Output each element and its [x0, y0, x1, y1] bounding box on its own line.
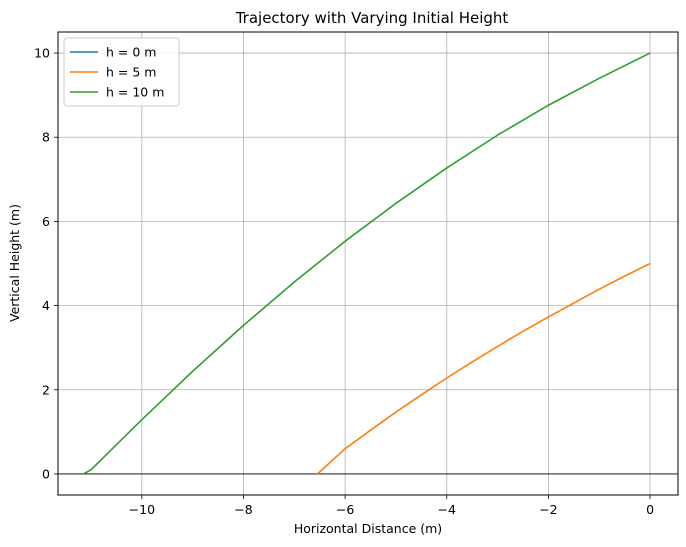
x-tick-label: −10: [129, 502, 155, 517]
legend-label: h = 5 m: [106, 65, 156, 80]
y-axis-label: Vertical Height (m): [7, 204, 22, 322]
y-tick-label: 8: [42, 130, 50, 145]
y-tick-label: 2: [42, 382, 50, 397]
legend-label: h = 0 m: [106, 45, 156, 60]
y-ticks: 0 2 4 6 8 10: [34, 46, 58, 481]
series-line-2: [316, 262, 651, 475]
y-tick-label: 0: [42, 466, 50, 481]
x-tick-label: −4: [438, 502, 456, 517]
x-ticks: −10 −8 −6 −4 −2 0: [129, 495, 654, 517]
x-tick-label: −8: [234, 502, 252, 517]
legend-box: [63, 37, 180, 107]
chart-title: Trajectory with Varying Initial Height: [235, 9, 509, 27]
legend: h = 0 m h = 5 m h = 10 m: [63, 37, 180, 107]
x-tick-label: −6: [336, 502, 354, 517]
x-tick-label: −2: [539, 502, 557, 517]
x-axis-label: Horizontal Distance (m): [294, 521, 442, 536]
series-line-3: [83, 52, 651, 475]
y-tick-label: 10: [34, 46, 50, 61]
y-tick-label: 4: [42, 298, 50, 313]
series-lines: [83, 52, 651, 475]
y-tick-label: 6: [42, 214, 50, 229]
x-tick-label: 0: [646, 502, 654, 517]
legend-label: h = 10 m: [106, 85, 164, 100]
axes-frame: [57, 31, 679, 496]
